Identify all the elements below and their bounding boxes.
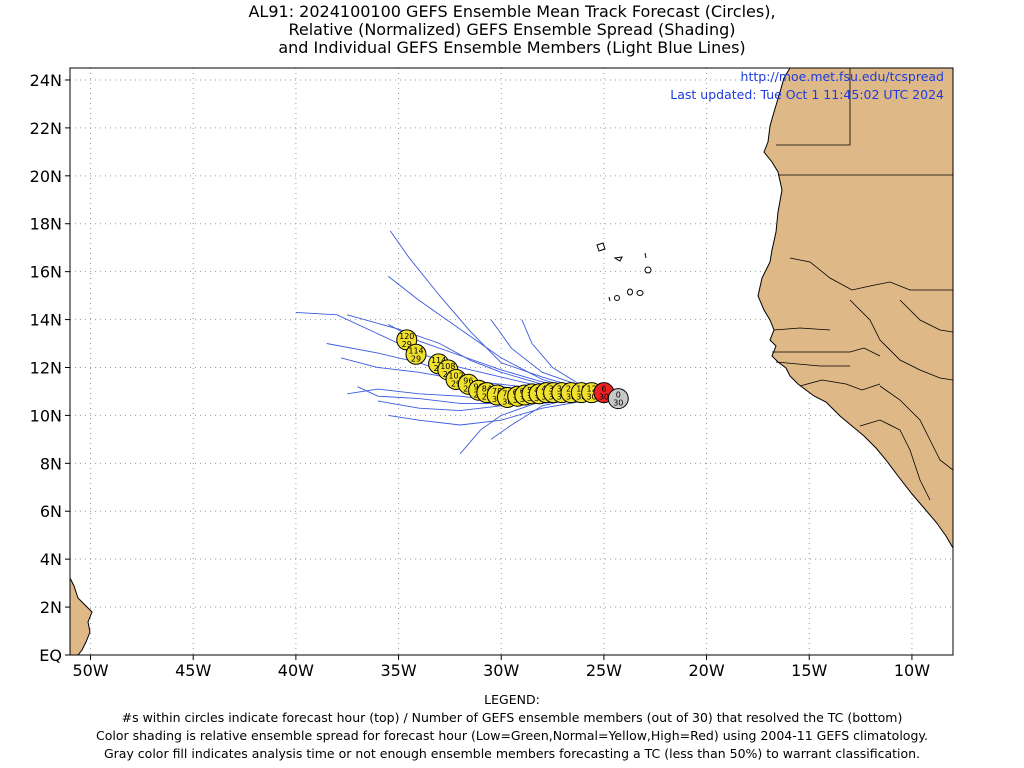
member-count-label: 30 [613, 399, 623, 408]
chart-title-line-1: AL91: 2024100100 GEFS Ensemble Mean Trac… [248, 2, 776, 21]
y-tick-label: 24N [30, 71, 62, 90]
source-url-link[interactable]: http://moe.met.fsu.edu/tcspread [740, 69, 944, 84]
mean-track-circles: 1202911429114291082910229962990298429783… [396, 329, 629, 410]
forecast-hour-label: 102 [448, 371, 463, 380]
member-count-label: 30 [502, 397, 512, 406]
africa-landmass [757, 68, 953, 549]
x-tick-label: 35W [380, 661, 416, 680]
y-tick-label: 12N [30, 358, 62, 377]
forecast-hour-label: 72 [502, 389, 512, 398]
y-tick-label: 8N [40, 454, 62, 473]
forecast-hour-label: 78 [492, 387, 502, 396]
member-count-label: 30 [586, 393, 596, 402]
axis-labels: 50W 45W 40W 35W 30W 25W 20W 15W 10W EQ 2N 4N 6N 8N 10N… [30, 71, 931, 680]
legend-line-2: Color shading is relative ensemble sprea… [96, 728, 928, 743]
member-count-label: 29 [411, 354, 421, 363]
y-tick-label: 18N [30, 215, 62, 234]
legend-line-3: Gray color fill indicates analysis time … [103, 746, 921, 761]
y-tick-label: 10N [30, 406, 62, 425]
forecast-hour-label: 108 [440, 362, 455, 371]
member-count-label: 30 [566, 393, 576, 402]
y-tick-label: 16N [30, 263, 62, 282]
forecast-hour-label: 114 [408, 346, 423, 355]
x-tick-label: 15W [791, 661, 827, 680]
forecast-hour-label: 6 [601, 385, 606, 394]
forecast-hour-label: 120 [399, 332, 414, 341]
member-count-label: 29 [451, 379, 461, 388]
chart-title-line-2: Relative (Normalized) GEFS Ensemble Spre… [288, 20, 736, 39]
chart-title-line-3: and Individual GEFS Ensemble Members (Li… [278, 38, 746, 57]
y-tick-label: 6N [40, 502, 62, 521]
forecast-hour-label: 84 [482, 385, 492, 394]
forecast-hour-label: 18 [576, 385, 586, 394]
member-count-label: 30 [599, 393, 609, 402]
y-tick-label: EQ [39, 646, 62, 665]
south-america-landmass [70, 577, 93, 655]
legend-heading: LEGEND: [484, 692, 540, 707]
y-tick-label: 2N [40, 598, 62, 617]
forecast-hour-label: 12 [586, 385, 596, 394]
last-updated-text: Last updated: Tue Oct 1 11:45:02 UTC 202… [670, 87, 944, 102]
forecast-hour-label: 114 [431, 356, 446, 365]
forecast-circle [607, 388, 629, 410]
mean-track-point: 030 [607, 388, 629, 410]
forecast-hour-label: 96 [463, 376, 473, 385]
y-tick-label: 4N [40, 550, 62, 569]
x-tick-label: 25W [586, 661, 622, 680]
x-tick-label: 45W [175, 661, 211, 680]
y-tick-label: 20N [30, 167, 62, 186]
country-borders [772, 68, 953, 501]
forecast-circle [405, 343, 427, 365]
member-count-label: 30 [576, 393, 586, 402]
forecast-hour-label: 24 [566, 385, 576, 394]
x-tick-label: 30W [483, 661, 519, 680]
legend-line-1: #s within circles indicate forecast hour… [121, 710, 903, 725]
x-tick-label: 40W [278, 661, 314, 680]
member-count-label: 29 [402, 340, 412, 349]
y-tick-label: 22N [30, 119, 62, 138]
cape-verde-islands [596, 242, 652, 302]
forecast-hour-label: 0 [616, 391, 621, 400]
x-tick-label: 10W [894, 661, 930, 680]
plot-frame [69, 67, 954, 656]
y-tick-label: 14N [30, 311, 62, 330]
land-masses [70, 68, 953, 655]
x-tick-label: 20W [688, 661, 724, 680]
x-tick-label: 50W [72, 661, 108, 680]
